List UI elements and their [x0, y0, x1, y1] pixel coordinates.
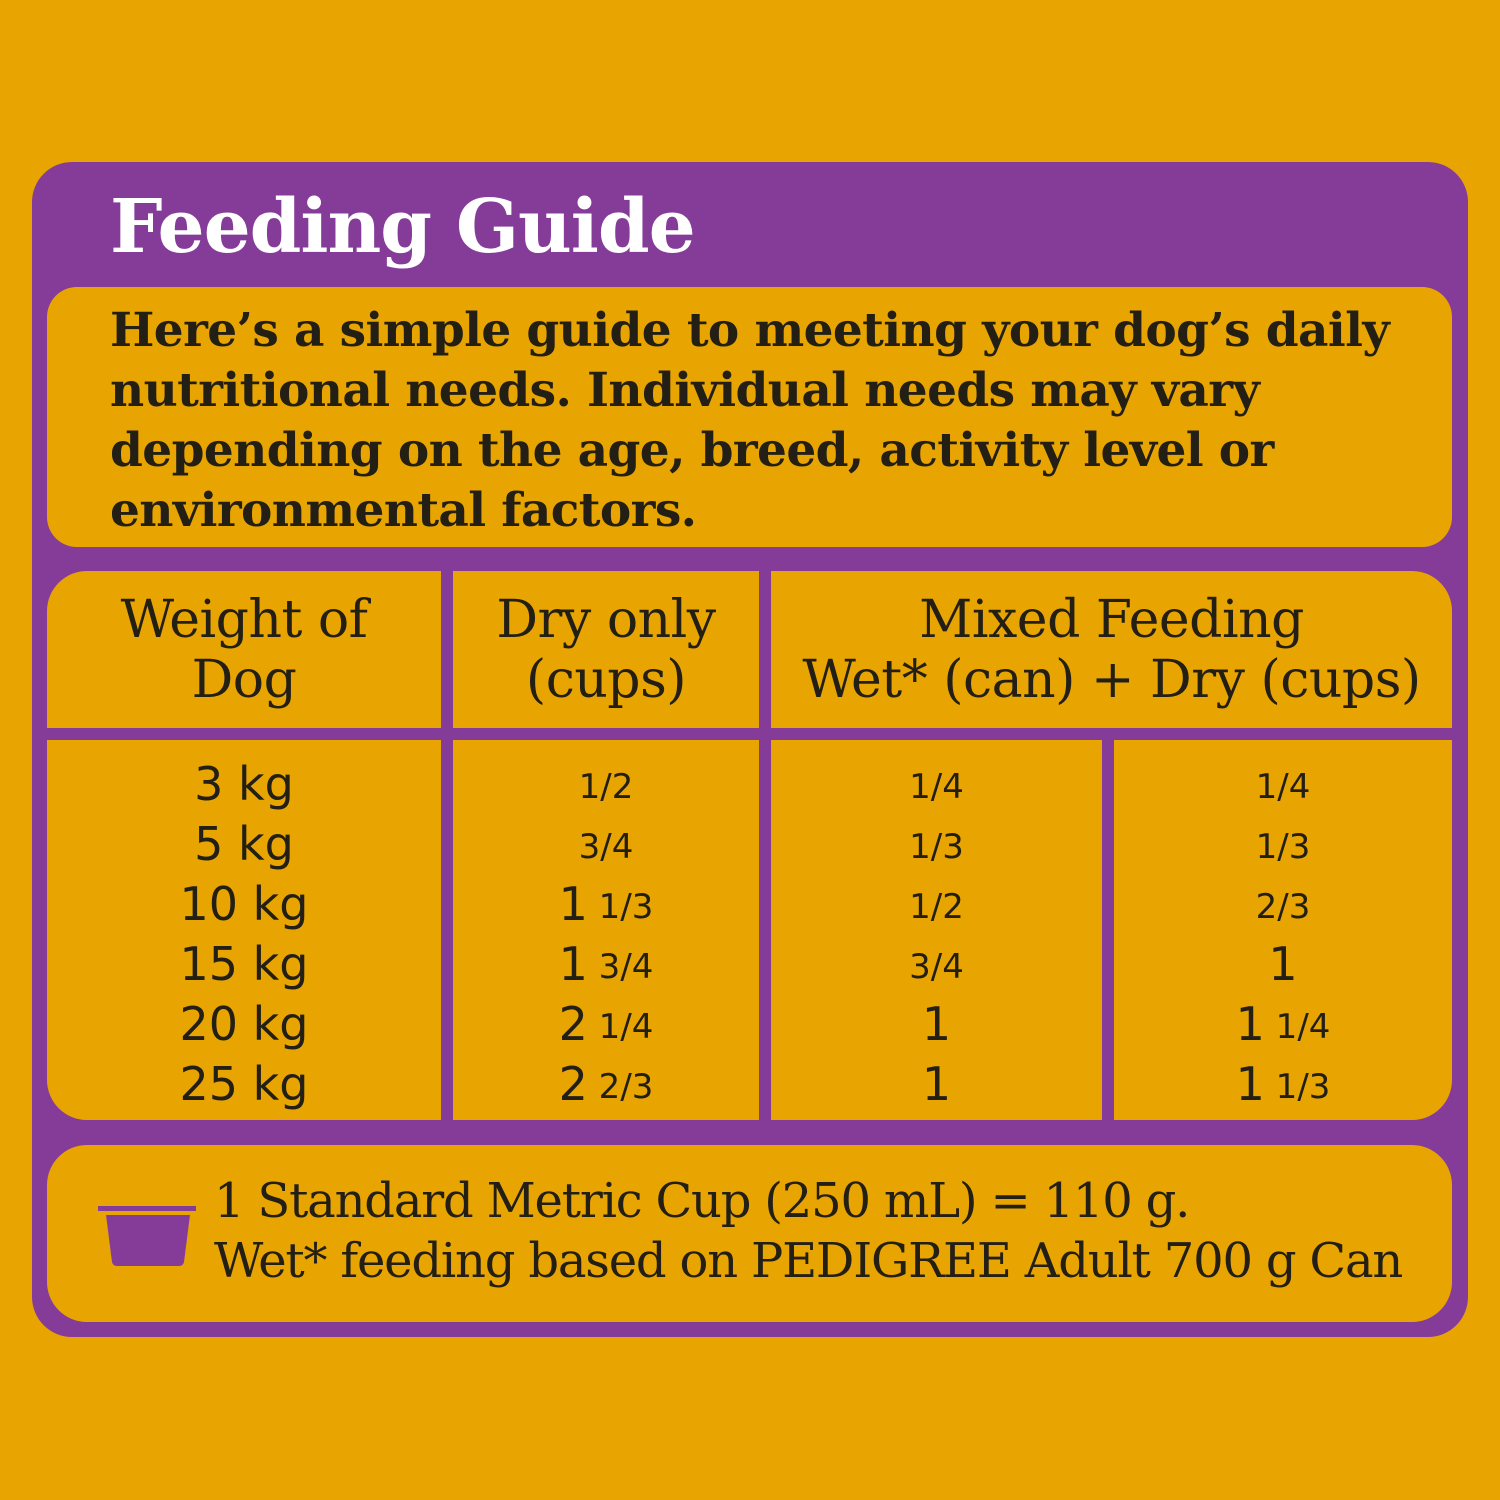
table-cell-mixed-dry: 1	[1268, 934, 1297, 994]
table-cell-mixed-wet: 1/3	[909, 814, 964, 874]
table-cell-mixed-wet: 1/2	[909, 874, 964, 934]
footer-note-panel: 1 Standard Metric Cup (250 mL) = 110 g. …	[47, 1145, 1452, 1322]
fraction: 1/3	[1255, 827, 1311, 867]
fraction: 2/3	[587, 1067, 654, 1107]
column-header-dry-only: Dry only (cups)	[453, 571, 759, 728]
intro-panel: Here’s a simple guide to meeting your do…	[47, 287, 1452, 547]
table-cell-weight: 5 kg	[194, 817, 294, 871]
whole-number: 1	[558, 937, 588, 991]
fraction: 3/4	[909, 947, 964, 987]
whole-number: 1	[1268, 937, 1298, 991]
table-cell-dry-only: 2 1/4	[559, 994, 654, 1054]
table-cell-weight: 20 kg	[179, 997, 309, 1051]
whole-number: 1	[558, 877, 588, 931]
table-cell-mixed-dry: 1/3	[1256, 814, 1311, 874]
fraction: 3/4	[587, 947, 654, 987]
header-line: (cups)	[525, 649, 687, 710]
table-cell-dry-only: 1/2	[579, 754, 634, 814]
table-cell-mixed-wet: 1	[922, 994, 951, 1054]
measuring-cup-icon	[98, 1206, 196, 1266]
column-header-mixed-feeding: Mixed Feeding Wet* (can) + Dry (cups)	[771, 571, 1452, 728]
fraction: 1/4	[1255, 767, 1311, 807]
table-cell-weight: 25 kg	[179, 1057, 309, 1111]
table-cell-dry-only: 3/4	[579, 814, 634, 874]
dry-only-column: 1/2 3/4 1 1/3 1 3/4 2 1/4 2 2/3	[453, 740, 759, 1120]
intro-text: Here’s a simple guide to meeting your do…	[110, 303, 1390, 538]
table-cell-mixed-dry: 1/4	[1256, 754, 1311, 814]
fraction: 1/4	[587, 1007, 654, 1047]
table-cell-weight: 3 kg	[194, 757, 294, 811]
whole-number: 2	[558, 997, 588, 1051]
fraction: 1/4	[909, 767, 964, 807]
table-cell-mixed-dry: 1 1/3	[1236, 1054, 1331, 1114]
whole-number: 1	[921, 997, 952, 1051]
table-cell-mixed-wet: 1/4	[909, 754, 964, 814]
fraction: 1/3	[587, 887, 654, 927]
fraction: 1/4	[1264, 1007, 1331, 1047]
header-line: Mixed Feeding	[919, 589, 1304, 650]
table-cell-dry-only: 2 2/3	[559, 1054, 654, 1114]
cup-measure-note: 1 Standard Metric Cup (250 mL) = 110 g.	[214, 1173, 1190, 1229]
table-cell-weight: 15 kg	[179, 937, 309, 991]
header-line: Dry only	[496, 589, 716, 650]
whole-number: 1	[1235, 997, 1265, 1051]
table-cell-dry-only: 1 1/3	[559, 874, 654, 934]
fraction: 2/3	[1255, 887, 1311, 927]
whole-number: 1	[1235, 1057, 1265, 1111]
table-cell-mixed-wet: 3/4	[909, 934, 964, 994]
whole-number: 1	[921, 1057, 952, 1111]
page-title: Feeding Guide	[110, 184, 696, 270]
footer-text: 1 Standard Metric Cup (250 mL) = 110 g. …	[214, 1171, 1403, 1291]
weight-column: 3 kg 5 kg 10 kg 15 kg 20 kg 25 kg	[47, 740, 441, 1120]
table-cell-mixed-dry: 2/3	[1256, 874, 1311, 934]
fraction: 1/2	[909, 887, 964, 927]
mixed-dry-column: 1/4 1/3 2/3 1 1 1/4 1 1/3	[1114, 740, 1452, 1120]
header-line: Dog	[191, 649, 297, 710]
header-line: Wet* (can) + Dry (cups)	[802, 649, 1421, 710]
fraction: 3/4	[578, 827, 634, 867]
header-line: Weight of	[120, 589, 368, 650]
whole-number: 2	[558, 1057, 588, 1111]
fraction: 1/2	[578, 767, 634, 807]
table-cell-mixed-dry: 1 1/4	[1236, 994, 1331, 1054]
table-cell-weight: 10 kg	[179, 877, 309, 931]
fraction: 1/3	[1264, 1067, 1331, 1107]
fraction: 1/3	[909, 827, 964, 867]
column-header-weight: Weight of Dog	[47, 571, 441, 728]
table-cell-mixed-wet: 1	[922, 1054, 951, 1114]
mixed-wet-column: 1/4 1/3 1/2 3/4 1 1	[771, 740, 1102, 1120]
wet-feeding-note: Wet* feeding based on PEDIGREE Adult 700…	[214, 1233, 1403, 1289]
table-cell-dry-only: 1 3/4	[559, 934, 654, 994]
